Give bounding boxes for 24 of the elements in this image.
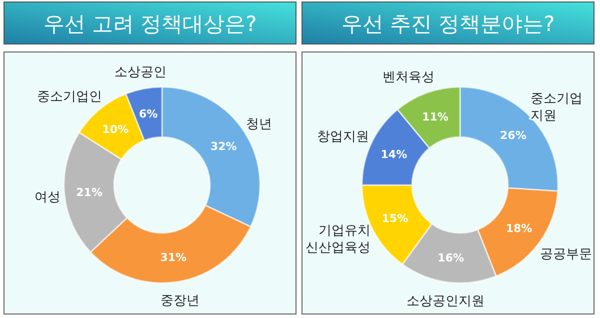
slice-label: 창업지원 (317, 130, 370, 145)
data-label: 14% (380, 148, 408, 161)
slice-label: 벤처육성 (382, 70, 435, 85)
slice-label: 중장년 (160, 294, 200, 309)
data-label: 11% (422, 110, 448, 124)
slice-label: 청년 (246, 116, 272, 132)
slice-label: 여성 (34, 190, 61, 205)
data-label: 26% (500, 129, 526, 142)
data-label: 18% (506, 222, 532, 235)
slice-label: 소상공인 (114, 65, 166, 80)
data-label: 10% (102, 122, 129, 136)
data-label: 31% (160, 251, 187, 264)
slice-label: 소상공인지원 (406, 294, 484, 310)
chart-title: 우선 고려 정책대상은? (43, 12, 257, 36)
data-label: 6% (138, 107, 158, 120)
data-label: 32% (210, 140, 237, 153)
slice-label: 중소기업인 (37, 90, 102, 105)
slice-label: 기업유치 신산업육성 (306, 224, 371, 256)
slice-label: 중소기업 지원 (530, 92, 583, 124)
data-label: 21% (76, 186, 102, 199)
chart-title: 우선 추진 정책분야는? (341, 12, 555, 36)
data-label: 15% (382, 212, 408, 226)
slice-label: 공공부문 (540, 247, 592, 262)
data-label: 16% (438, 251, 464, 264)
